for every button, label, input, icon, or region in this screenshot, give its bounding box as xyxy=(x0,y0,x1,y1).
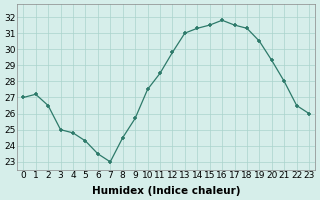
X-axis label: Humidex (Indice chaleur): Humidex (Indice chaleur) xyxy=(92,186,240,196)
